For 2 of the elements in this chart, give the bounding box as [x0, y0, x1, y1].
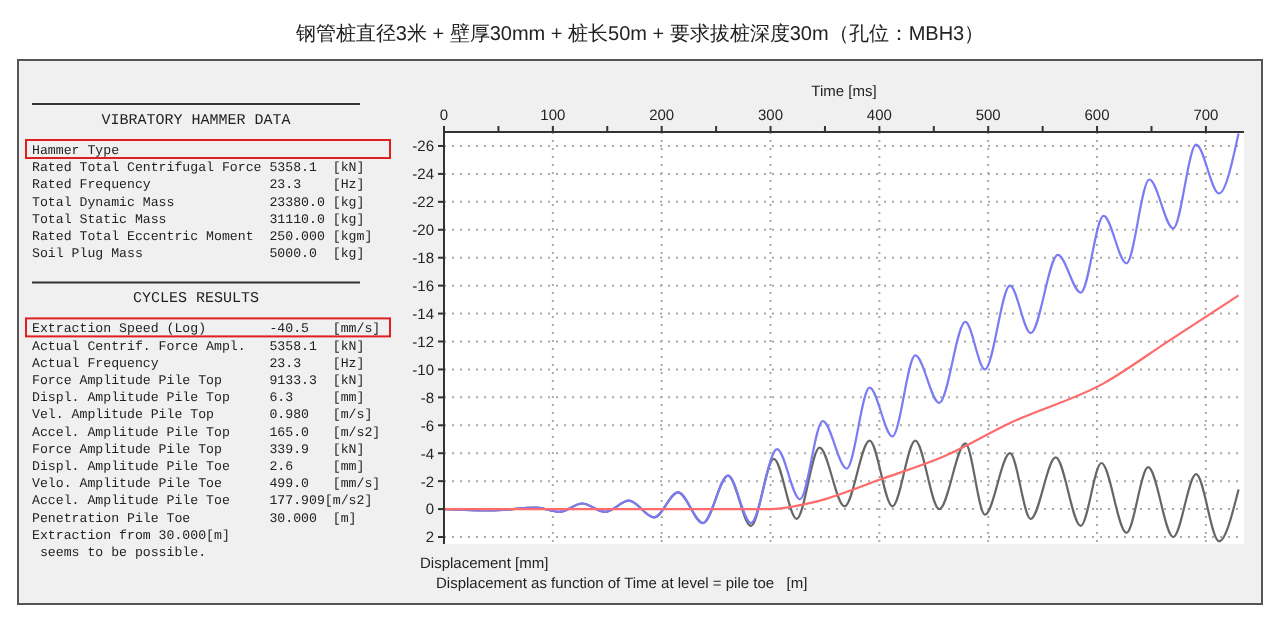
line-series: [442, 294, 1240, 511]
chart-title: 钢管桩直径3米 + 壁厚30mm + 桩长50m + 要求拔桩深度30m（孔位：MBH3）: [293, 22, 985, 46]
